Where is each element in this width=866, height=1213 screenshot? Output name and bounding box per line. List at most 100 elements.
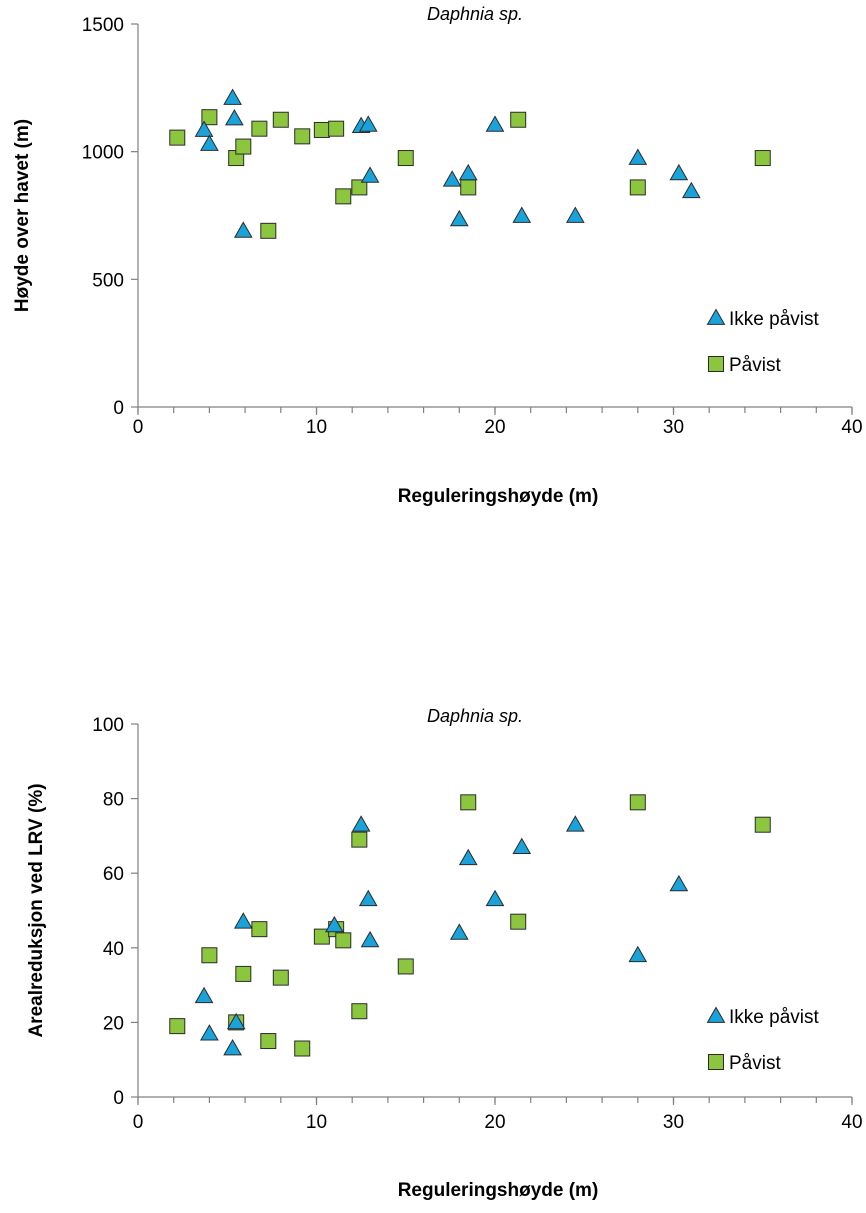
data-point-pavist [260,222,277,239]
x-tick-label: 40 [841,417,862,438]
y-tick-label: 500 [92,270,124,291]
data-point-ikke-pavist [565,206,585,223]
data-point-pavist [272,111,289,128]
y-tick-label: 1000 [82,143,124,164]
legend-label: Påvist [729,355,781,376]
data-point-pavist [351,831,368,848]
legend-label: Ikke påvist [729,1007,819,1028]
legend-marker-square [708,1054,724,1070]
data-point-pavist [201,109,218,126]
y-tick-label: 60 [103,864,124,885]
data-point-pavist [294,1040,311,1057]
data-point-ikke-pavist [669,163,689,181]
data-point-pavist [629,794,646,811]
data-point-ikke-pavist [449,923,469,940]
data-point-ikke-pavist [194,120,214,137]
data-point-pavist [272,969,289,986]
x-tick-label: 0 [133,417,144,438]
data-point-pavist [397,958,414,975]
data-point-pavist [169,1018,186,1035]
data-point-ikke-pavist [233,912,253,929]
x-tick-label: 20 [484,417,505,438]
data-point-ikke-pavist [223,88,242,105]
data-point-pavist [235,965,252,982]
data-point-ikke-pavist [194,986,214,1004]
data-point-pavist [201,947,218,964]
data-point-pavist [754,816,771,833]
data-point-ikke-pavist [226,1012,246,1030]
data-point-ikke-pavist [681,181,701,199]
y-tick-label: 100 [92,715,124,736]
data-point-pavist [510,913,527,930]
legend-label: Ikke påvist [729,309,819,330]
y-axis-title: Høyde over havet (m) [12,119,33,312]
data-point-ikke-pavist [485,889,505,907]
data-point-pavist [351,179,368,196]
data-point-ikke-pavist [200,134,219,151]
data-point-pavist [235,138,252,155]
data-point-ikke-pavist [225,108,244,126]
data-point-pavist [294,128,311,145]
data-point-pavist [460,179,477,196]
data-point-pavist [169,129,186,146]
data-point-ikke-pavist [449,209,469,227]
data-point-ikke-pavist [360,166,380,183]
data-point-pavist [328,120,345,137]
data-point-ikke-pavist [324,915,344,933]
x-axis-title: Reguleringshøyde (m) [398,486,599,507]
data-point-ikke-pavist [351,815,371,832]
data-point-ikke-pavist [512,837,532,854]
y-tick-label: 80 [103,790,124,811]
data-point-ikke-pavist [628,148,648,165]
data-point-pavist [335,932,352,949]
data-point-ikke-pavist [458,163,478,181]
y-tick-label: 0 [113,398,124,419]
data-point-pavist [629,179,646,196]
y-tick-label: 40 [103,939,124,960]
data-point-pavist [335,188,352,205]
data-point-ikke-pavist [458,848,478,866]
data-point-ikke-pavist [442,170,462,187]
data-point-ikke-pavist [628,945,648,963]
x-axis-title: Reguleringshøyde (m) [398,1180,599,1201]
data-point-ikke-pavist [512,206,532,223]
chart-altitude: 0 500 1000 1500 0 10 20 30 40 Daphnia sp. Reguleri… [12,4,863,507]
data-point-pavist [260,1033,277,1050]
legend-marker-square [708,356,724,372]
data-point-ikke-pavist [358,115,378,132]
y-axis-title: Arealreduksjon ved LRV (%) [26,783,47,1037]
x-tick-label: 0 [133,1112,144,1133]
x-tick-label: 30 [663,1112,684,1133]
chart-title: Daphnia sp. [427,4,523,24]
data-point-pavist [397,150,414,167]
data-point-ikke-pavist [223,1039,242,1056]
data-point-ikke-pavist [233,221,253,238]
data-point-ikke-pavist [669,874,689,892]
x-tick-label: 10 [306,1112,327,1133]
legend-marker-triangle [706,1006,726,1023]
data-point-pavist [510,111,527,128]
x-tick-label: 30 [663,417,684,438]
x-tick-label: 10 [306,417,327,438]
chart-area-reduction: 0 20 40 60 80 100 0 10 20 30 40 Daphnia sp. Reguleri… [26,706,863,1201]
data-point-ikke-pavist [358,889,378,907]
data-point-pavist [251,921,268,938]
data-point-ikke-pavist [485,115,505,132]
legend-label: Påvist [729,1053,781,1074]
x-tick-label: 40 [841,1112,862,1133]
data-point-pavist [460,794,477,811]
data-point-ikke-pavist [565,815,585,832]
data-point-pavist [251,120,268,137]
data-point-pavist [754,150,771,167]
y-tick-label: 0 [113,1088,124,1109]
x-tick-label: 20 [484,1112,505,1133]
data-point-pavist [351,1003,368,1020]
data-point-ikke-pavist [200,1024,219,1041]
data-point-pavist [313,121,330,138]
y-tick-label: 1500 [82,15,124,36]
y-tick-label: 20 [103,1013,124,1034]
legend-marker-triangle [706,308,726,325]
chart-title: Daphnia sp. [427,706,523,726]
data-point-ikke-pavist [360,930,380,948]
